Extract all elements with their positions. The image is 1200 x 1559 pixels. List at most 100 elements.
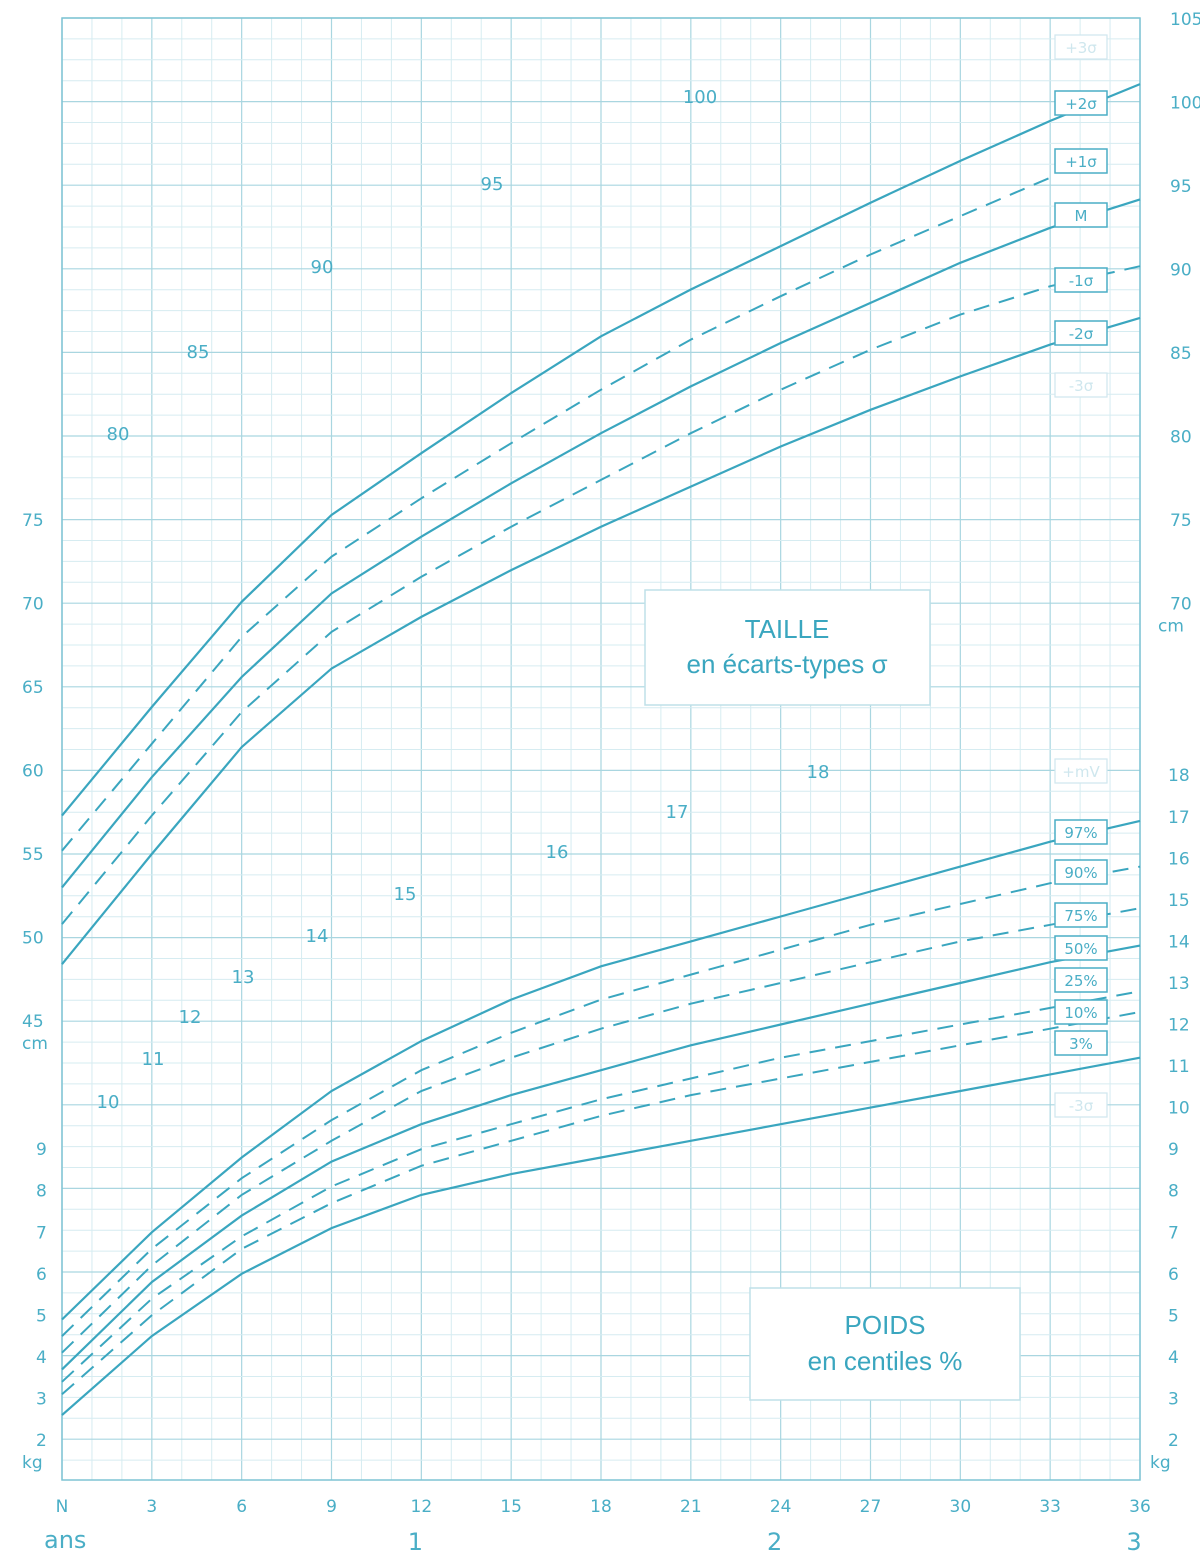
weight-left-tick: 7 [36, 1223, 47, 1243]
x-tick: N [56, 1497, 69, 1517]
weight-right-tick: 15 [1168, 891, 1190, 911]
x-year-label: 1 [408, 1528, 423, 1556]
x-tick: 15 [500, 1497, 522, 1517]
weight-right-tick: 10 [1168, 1099, 1190, 1119]
x-tick: 9 [326, 1497, 337, 1517]
height-series-label-box [1054, 267, 1108, 293]
height-diagonal-label: 90 [311, 257, 334, 278]
weight-right-tick: 2 [1168, 1431, 1179, 1451]
height-series-label-box [1054, 320, 1108, 346]
faint-series-label-box [1054, 1092, 1108, 1118]
weight-diagonal-label: 11 [142, 1049, 165, 1070]
height-right-tick: 85 [1170, 344, 1192, 364]
weight-title-line1: POIDS [845, 1310, 926, 1340]
faint-series-label: -3σ [1069, 1097, 1094, 1115]
weight-left-tick: 8 [36, 1182, 47, 1202]
weight-series-label: 3% [1069, 1035, 1093, 1053]
height-series-label: M [1075, 207, 1088, 225]
weight-series-label-box [1054, 1030, 1108, 1056]
series-labels: +2σ +1σ M -1σ -2σ 97% 90% 75% 50% 25% 10% 3% +3σ -3σ +… [1054, 34, 1108, 1118]
height-series-label: -1σ [1069, 272, 1094, 290]
weight-series-label: 97% [1064, 824, 1097, 842]
weight-curve-10 [61, 1011, 1141, 1396]
x-tick: 6 [236, 1497, 247, 1517]
weight-right-tick: 12 [1168, 1016, 1190, 1036]
weight-title-line2: en centiles % [808, 1346, 963, 1376]
weight-right-tick: 17 [1168, 808, 1190, 828]
weight-left-tick: 6 [36, 1265, 47, 1285]
faint-series-label: -3σ [1069, 377, 1094, 395]
weight-series-label-box [1054, 935, 1108, 961]
weight-right-tick: 11 [1168, 1057, 1190, 1077]
x-tick: 12 [411, 1497, 433, 1517]
height-series-label: -2σ [1069, 325, 1094, 343]
x-tick: 3 [146, 1497, 157, 1517]
height-diagonal-label: 95 [481, 174, 504, 195]
weight-right-tick: 16 [1168, 849, 1190, 869]
weight-title-box: POIDS en centiles % [749, 1287, 1021, 1401]
weight-right-tick: 14 [1168, 932, 1190, 952]
faint-series-label-box [1054, 34, 1108, 60]
x-tick: 33 [1039, 1497, 1061, 1517]
weight-series-label-box [1054, 902, 1108, 928]
weight-diagonal-label: 13 [232, 967, 255, 988]
weight-series-label: 90% [1064, 864, 1097, 882]
height-diagonal-label: 100 [683, 87, 717, 108]
height-right-tick: 100 [1170, 94, 1200, 114]
height-diagonal-label: 85 [187, 342, 210, 363]
weight-curve-97 [61, 819, 1141, 1321]
faint-series-label-box [1054, 372, 1108, 398]
weight-diagonal-label: 17 [666, 802, 689, 823]
weight-diagonal-label: 10 [97, 1092, 120, 1113]
height-series-label-box [1054, 90, 1108, 116]
height-right-tick: 95 [1170, 177, 1192, 197]
weight-right-tick: 5 [1168, 1306, 1179, 1326]
height-title-box: TAILLE en écarts-types σ [644, 589, 931, 706]
height-series-label-box [1054, 148, 1108, 174]
weight-series-label: 10% [1064, 1004, 1097, 1022]
height-left-tick: 75 [22, 511, 44, 531]
weight-right-tick: 8 [1168, 1182, 1179, 1202]
weight-diagonal-label: 16 [546, 842, 569, 863]
height-right-tick: 80 [1170, 428, 1192, 448]
diagonal-labels: 80 85 90 95 100 10 11 12 13 14 15 16 17 18 [97, 87, 830, 1113]
weight-curve-50 [61, 944, 1141, 1371]
height-right-tick: 90 [1170, 261, 1192, 281]
weight-series-label: 75% [1064, 907, 1097, 925]
weight-diagonal-label: 18 [807, 762, 830, 783]
weight-series-label: 50% [1064, 940, 1097, 958]
weight-right-tick: 9 [1168, 1140, 1179, 1160]
height-curve-2 [61, 83, 1141, 817]
height-left-tick: 45 [22, 1012, 44, 1032]
faint-series-label-box [1054, 758, 1108, 784]
x-tick: 36 [1129, 1497, 1151, 1517]
axis-labels: 45505560657075707580859095100105cmcm2345… [22, 10, 1200, 1556]
x-unit-label: ans [44, 1526, 86, 1554]
height-right-tick: 105 [1170, 10, 1200, 30]
curves [61, 83, 1141, 1416]
weight-diagonal-label: 14 [306, 926, 329, 947]
height-curve-1 [61, 176, 1051, 852]
weight-left-tick: 5 [36, 1306, 47, 1326]
weight-curve-25 [61, 990, 1141, 1383]
faint-series-label: +3σ [1065, 39, 1097, 57]
weight-left-tick: 3 [36, 1389, 47, 1409]
x-tick: 24 [770, 1497, 792, 1517]
height-right-unit: cm [1158, 617, 1184, 637]
plot-frame [61, 17, 1141, 1481]
weight-right-tick: 18 [1168, 766, 1190, 786]
weight-series-label-box [1054, 967, 1108, 993]
x-tick: 30 [950, 1497, 972, 1517]
weight-right-tick: 3 [1168, 1389, 1179, 1409]
grid [61, 17, 1141, 1480]
weight-series-label-box [1054, 819, 1108, 845]
height-right-tick: 70 [1170, 595, 1192, 615]
height-series-label-box [1054, 202, 1108, 228]
weight-curve-3 [61, 1056, 1141, 1416]
height-left-tick: 55 [22, 845, 44, 865]
faint-series-label: +mV [1062, 763, 1100, 781]
weight-left-tick: 2 [36, 1431, 47, 1451]
height-title-line2: en écarts-types σ [686, 649, 887, 679]
height-left-tick: 65 [22, 678, 44, 698]
weight-series-label: 25% [1064, 972, 1097, 990]
